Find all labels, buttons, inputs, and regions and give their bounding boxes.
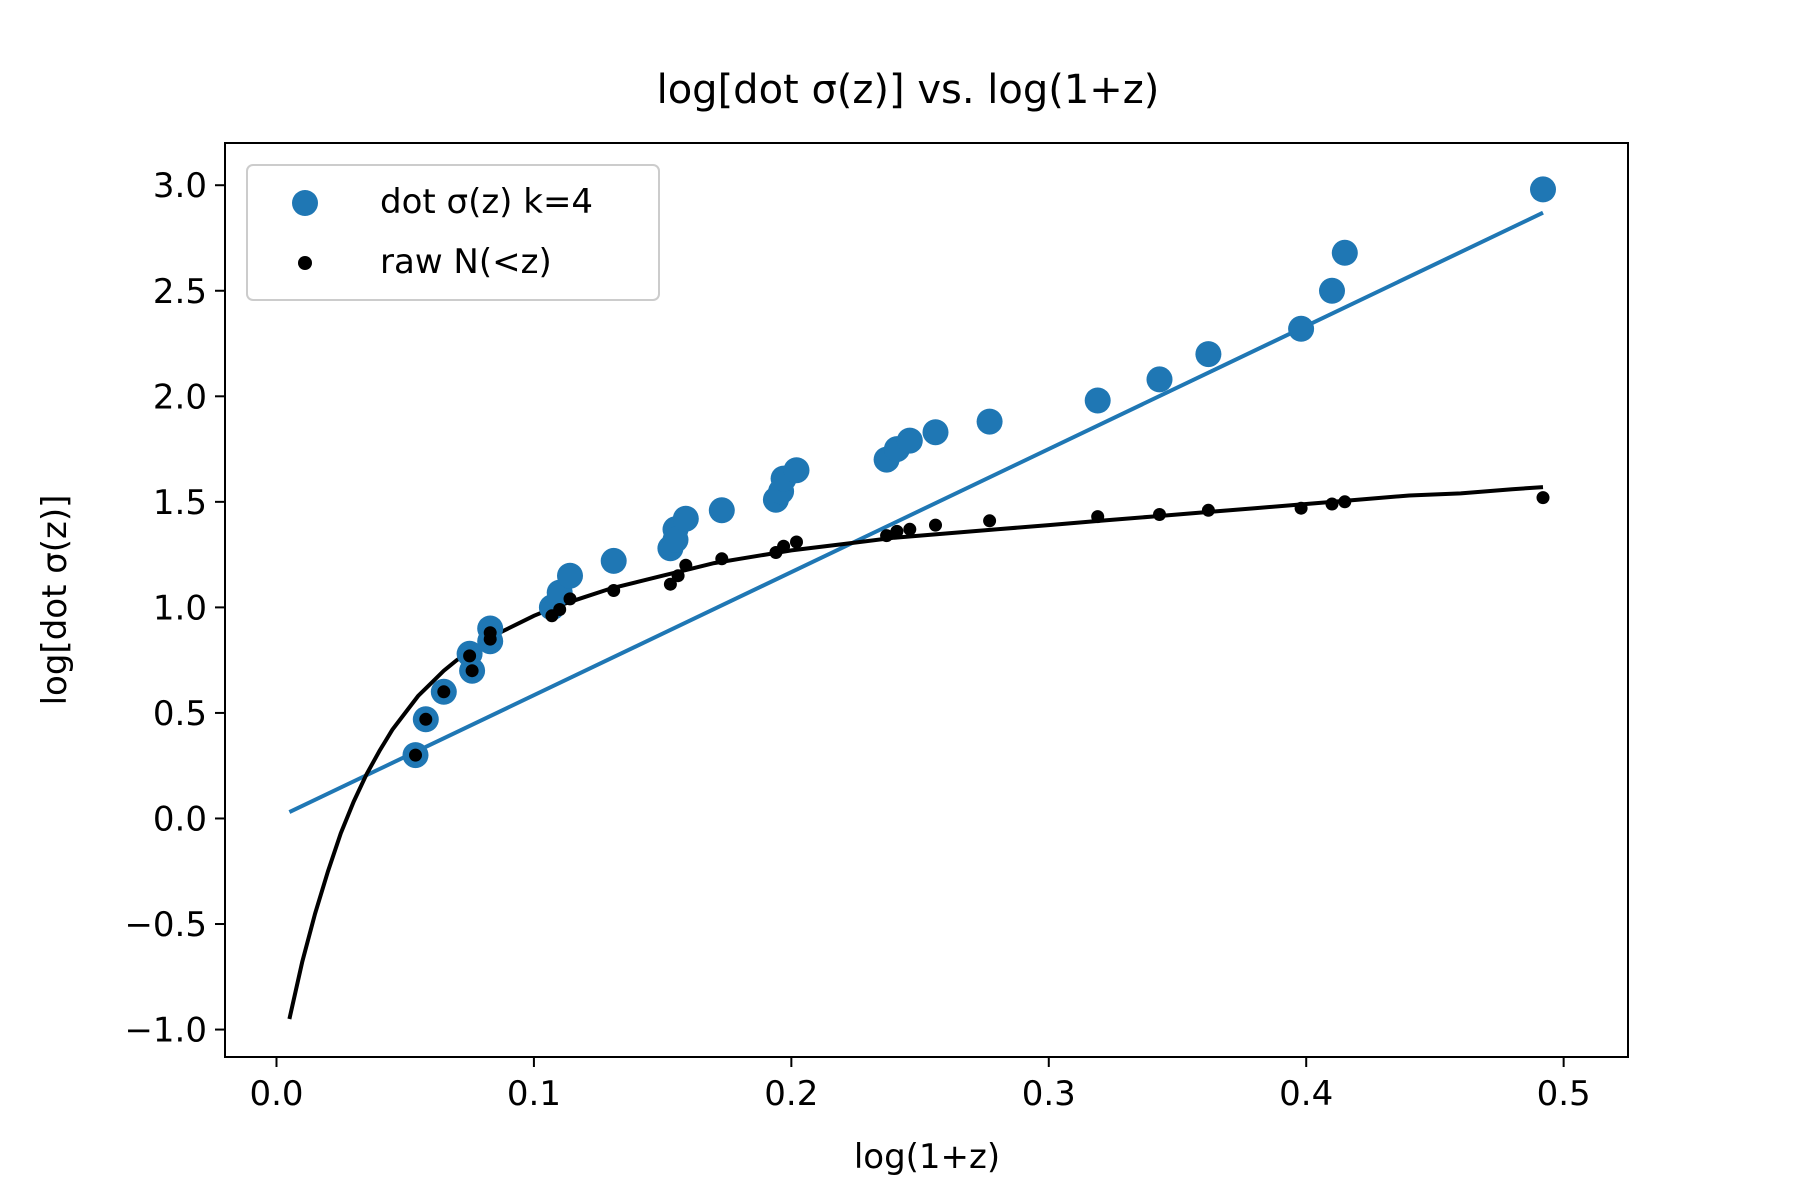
sigma-point: [1288, 315, 1315, 342]
y-tick-label: 2.0: [153, 377, 207, 417]
raw-point: [1536, 491, 1550, 505]
y-tick-label: −1.0: [124, 1011, 207, 1051]
y-axis-label: log[dot σ(z)]: [35, 495, 75, 706]
legend-label-raw: raw N(<z): [380, 242, 552, 282]
sigma-point: [896, 427, 923, 454]
raw-point: [1325, 497, 1339, 511]
sigma-point: [922, 419, 949, 446]
sigma-point: [1195, 341, 1222, 368]
y-axis: −1.0 −0.5 0.0 0.5 1.0 1.5 2.0 2.5 3.0: [124, 166, 225, 1051]
raw-point: [437, 685, 451, 699]
raw-point: [790, 535, 803, 549]
raw-point: [880, 529, 894, 543]
raw-point: [553, 603, 567, 616]
raw-point: [463, 649, 477, 663]
plot-content: [287, 176, 1556, 1020]
sigma-point: [1331, 239, 1358, 266]
legend-frame: [246, 164, 660, 301]
raw-point: [419, 712, 433, 726]
plot-frame: [224, 142, 1629, 1058]
raw-point: [563, 592, 577, 606]
x-tick-label: 0.5: [1537, 1074, 1591, 1114]
sigma-point: [662, 526, 689, 553]
sigma-point: [1084, 387, 1111, 414]
raw-point: [1153, 508, 1166, 521]
sigma-point: [600, 547, 627, 574]
sigma-fit-line: [288, 210, 1544, 814]
sigma-point: [557, 562, 583, 589]
raw-point: [1091, 510, 1105, 524]
legend-label-sigma: dot σ(z) k=4: [380, 182, 593, 222]
x-tick-label: 0.0: [249, 1074, 303, 1114]
sigma-point: [1530, 176, 1556, 203]
x-axis-label: log(1+z): [854, 1137, 1000, 1177]
raw-point: [409, 748, 422, 762]
raw-point: [1338, 495, 1352, 509]
raw-point: [903, 522, 917, 536]
raw-point: [607, 584, 621, 597]
x-axis: 0.0 0.1 0.2 0.3 0.4 0.5: [249, 1057, 1591, 1114]
sigma-point: [976, 408, 1003, 435]
raw-point: [983, 514, 997, 528]
raw-point: [1294, 501, 1308, 515]
raw-point: [663, 577, 677, 591]
x-tick-label: 0.1: [507, 1074, 561, 1114]
x-tick-label: 0.2: [764, 1074, 818, 1114]
y-tick-label: 1.5: [153, 483, 207, 523]
y-tick-label: 0.5: [153, 694, 207, 734]
y-tick-label: 3.0: [153, 166, 207, 206]
y-tick-label: 0.0: [153, 799, 207, 839]
raw-point: [1201, 503, 1215, 517]
chart-title: log[dot σ(z)] vs. log(1+z): [657, 67, 1160, 113]
legend-marker-sigma: [292, 190, 318, 216]
raw-point: [679, 558, 693, 572]
y-tick-label: −0.5: [124, 905, 207, 945]
data-points: [402, 176, 1556, 769]
sigma-point: [672, 505, 699, 532]
legend: dot σ(z) k=4 raw N(<z): [246, 164, 660, 301]
sigma-point: [1319, 277, 1345, 304]
raw-point: [929, 518, 942, 532]
x-tick-label: 0.3: [1022, 1074, 1076, 1114]
x-tick-label: 0.4: [1279, 1074, 1333, 1114]
raw-point: [777, 539, 791, 553]
legend-marker-raw: [298, 256, 312, 270]
raw-point: [715, 552, 729, 566]
raw-point: [890, 524, 904, 538]
sigma-point: [783, 457, 810, 484]
y-tick-label: 1.0: [153, 588, 207, 628]
sigma-point: [1146, 366, 1173, 393]
sigma-point: [708, 497, 735, 524]
y-tick-label: 2.5: [153, 272, 207, 312]
raw-point: [483, 632, 497, 646]
raw-point: [465, 664, 479, 678]
raw-point: [671, 569, 685, 583]
